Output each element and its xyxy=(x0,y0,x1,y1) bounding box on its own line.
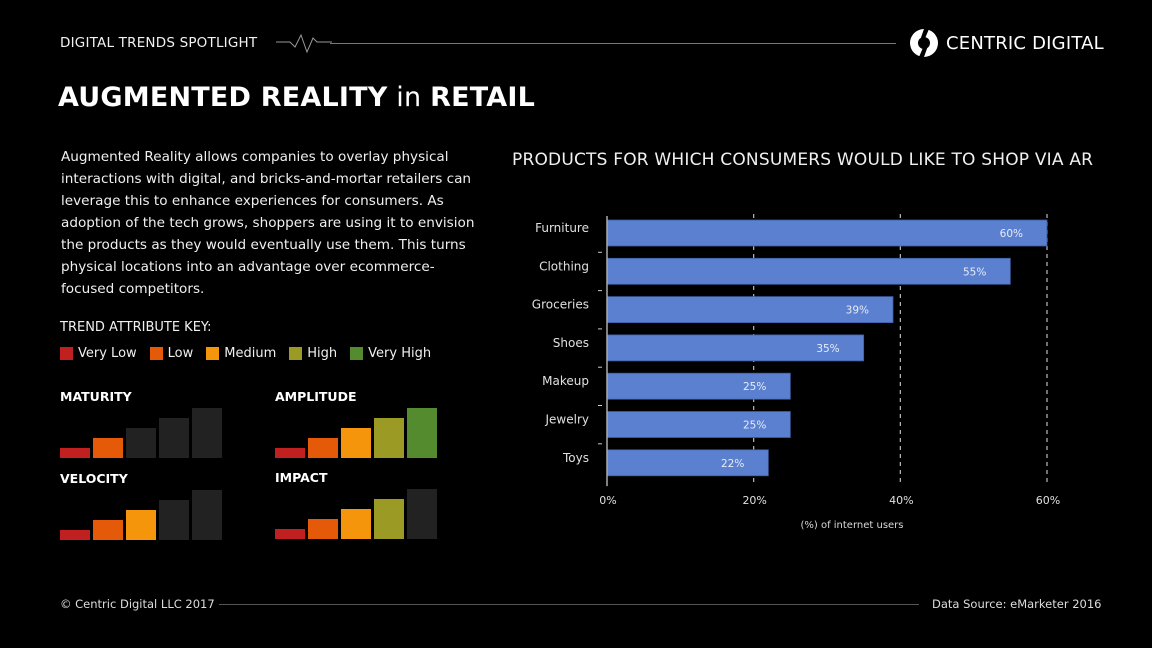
category-label: Furniture xyxy=(535,221,589,235)
attribute-amplitude: AMPLITUDE xyxy=(275,389,440,458)
key-swatch xyxy=(60,347,73,360)
category-label: Jewelry xyxy=(545,413,590,427)
key-label: Very Low xyxy=(78,346,137,361)
key-title: TREND ATTRIBUTE KEY: xyxy=(60,320,212,335)
meter-segment xyxy=(308,438,338,458)
header-divider xyxy=(330,43,896,44)
attribute-velocity: VELOCITY xyxy=(60,471,225,540)
meter-segment xyxy=(407,489,437,539)
pulse-line-icon xyxy=(276,33,332,54)
brand-logo: CENTRIC DIGITAL xyxy=(910,29,1104,57)
category-label: Shoes xyxy=(553,336,589,350)
key-item-very-low: Very Low xyxy=(60,346,137,361)
bar-makeup xyxy=(606,372,791,400)
eyebrow-title: DIGITAL TRENDS SPOTLIGHT xyxy=(60,35,258,51)
attribute-label: AMPLITUDE xyxy=(275,389,357,404)
attribute-meter xyxy=(275,489,440,539)
attribute-maturity: MATURITY xyxy=(60,389,225,458)
category-label: Groceries xyxy=(532,298,589,312)
meter-segment xyxy=(159,418,189,458)
meter-segment xyxy=(126,510,156,540)
data-label: 55% xyxy=(963,266,986,278)
data-label: 60% xyxy=(1000,228,1023,240)
meter-segment xyxy=(374,499,404,539)
data-label: 25% xyxy=(743,381,766,393)
attribute-impact: IMPACT xyxy=(275,470,440,539)
key-swatch xyxy=(206,347,220,360)
data-label: 35% xyxy=(816,343,839,355)
meter-segment xyxy=(60,530,90,540)
bar-shoes xyxy=(606,334,865,362)
attribute-label: MATURITY xyxy=(60,389,132,404)
attribute-label: VELOCITY xyxy=(60,471,128,486)
x-tick-label: 0% xyxy=(599,494,616,507)
key-swatch xyxy=(149,347,163,360)
meter-segment xyxy=(341,509,371,539)
copyright-text: © Centric Digital LLC 2017 xyxy=(60,597,215,611)
chart-title: PRODUCTS FOR WHICH CONSUMERS WOULD LIKE … xyxy=(512,150,1094,170)
x-axis-label: (%) of internet users xyxy=(800,520,903,531)
meter-segment xyxy=(275,448,305,458)
key-label: Low xyxy=(167,346,194,361)
key-swatch xyxy=(289,347,303,360)
key-swatch xyxy=(350,347,364,360)
meter-segment xyxy=(308,519,338,539)
data-label: 39% xyxy=(846,305,869,317)
page-title: AUGMENTED REALITY in RETAIL xyxy=(58,82,535,113)
attribute-meter xyxy=(275,408,440,458)
meter-segment xyxy=(374,418,404,458)
key-item-low: Low xyxy=(149,346,194,361)
meter-segment xyxy=(93,438,123,458)
category-label: Clothing xyxy=(539,259,589,273)
meter-segment xyxy=(407,408,437,458)
meter-segment xyxy=(192,490,222,540)
attribute-meter xyxy=(60,408,225,458)
data-label: 25% xyxy=(743,420,766,432)
key-item-medium: Medium xyxy=(206,346,276,361)
meter-segment xyxy=(159,500,189,540)
bar-clothing xyxy=(606,257,1011,285)
bar-toys xyxy=(606,449,769,477)
title-part-2: RETAIL xyxy=(430,82,535,113)
category-label: Makeup xyxy=(542,374,589,388)
trend-key-legend: Very Low Low Medium High Very High xyxy=(60,346,431,361)
key-label: Medium xyxy=(224,346,277,361)
title-part-1: AUGMENTED REALITY xyxy=(58,82,388,113)
meter-segment xyxy=(126,428,156,458)
x-tick-label: 20% xyxy=(742,494,766,507)
bar-groceries xyxy=(606,296,894,324)
x-tick-label: 40% xyxy=(889,494,913,507)
key-label: High xyxy=(307,346,338,361)
x-tick-label: 60% xyxy=(1036,494,1060,507)
meter-segment xyxy=(275,529,305,539)
title-connector: in xyxy=(387,82,431,113)
data-source-text: Data Source: eMarketer 2016 xyxy=(932,597,1102,611)
meter-segment xyxy=(60,448,90,458)
attribute-label: IMPACT xyxy=(275,470,328,485)
key-item-very-high: Very High xyxy=(350,346,431,361)
brand-name: CENTRIC DIGITAL xyxy=(946,32,1104,54)
key-label: Very High xyxy=(368,346,432,361)
key-item-high: High xyxy=(289,346,337,361)
meter-segment xyxy=(192,408,222,458)
centric-logo-icon xyxy=(910,29,938,57)
meter-segment xyxy=(341,428,371,458)
footer-divider xyxy=(219,604,919,605)
bar-furniture xyxy=(606,219,1048,247)
category-label: Toys xyxy=(562,451,589,465)
intro-paragraph: Augmented Reality allows companies to ov… xyxy=(61,149,475,297)
attribute-meter xyxy=(60,490,225,540)
meter-segment xyxy=(93,520,123,540)
data-label: 22% xyxy=(721,458,744,470)
